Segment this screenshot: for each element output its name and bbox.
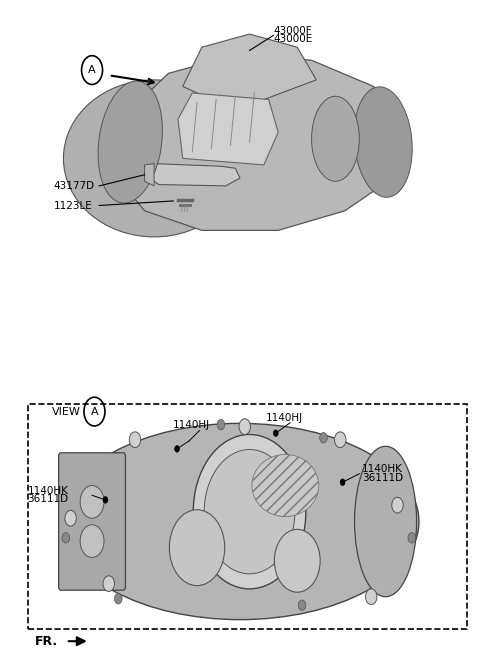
Text: 36111D: 36111D [362,472,403,483]
Circle shape [335,432,346,447]
Text: A: A [91,407,98,417]
Circle shape [80,525,104,558]
Circle shape [408,533,416,543]
Text: 1140HJ: 1140HJ [266,413,303,423]
Polygon shape [183,34,316,99]
Circle shape [103,576,115,591]
Ellipse shape [355,446,417,597]
Circle shape [239,419,251,434]
Ellipse shape [61,423,419,620]
Circle shape [392,497,403,513]
Circle shape [115,593,122,604]
Circle shape [204,449,295,574]
Text: 43000E: 43000E [274,34,312,44]
Text: 43000F: 43000F [274,26,312,36]
Circle shape [175,445,180,452]
Ellipse shape [312,97,360,181]
Text: 1140HK: 1140HK [362,464,403,474]
Circle shape [193,434,306,589]
Text: 1140HJ: 1140HJ [173,420,210,430]
Circle shape [217,419,225,430]
Circle shape [274,430,278,436]
Text: VIEW: VIEW [51,407,80,417]
Ellipse shape [252,455,319,516]
Polygon shape [144,164,154,186]
Polygon shape [178,93,278,165]
Polygon shape [144,164,240,186]
Circle shape [80,486,104,518]
Circle shape [365,589,377,604]
Text: 36111D: 36111D [28,494,69,505]
Ellipse shape [63,80,245,237]
Polygon shape [107,54,407,231]
Circle shape [275,530,320,592]
Circle shape [169,510,225,585]
FancyBboxPatch shape [59,453,125,590]
Circle shape [320,432,327,443]
Circle shape [298,600,306,610]
Text: 43177D: 43177D [54,181,95,191]
Circle shape [103,497,108,503]
Ellipse shape [354,87,412,197]
Circle shape [65,510,76,526]
Ellipse shape [98,81,162,203]
Text: FR.: FR. [35,635,58,648]
Circle shape [129,432,141,447]
Text: A: A [88,65,96,75]
Text: 1140HK: 1140HK [28,486,69,496]
Circle shape [62,533,70,543]
Text: 1123LE: 1123LE [54,200,93,210]
Circle shape [340,479,345,486]
